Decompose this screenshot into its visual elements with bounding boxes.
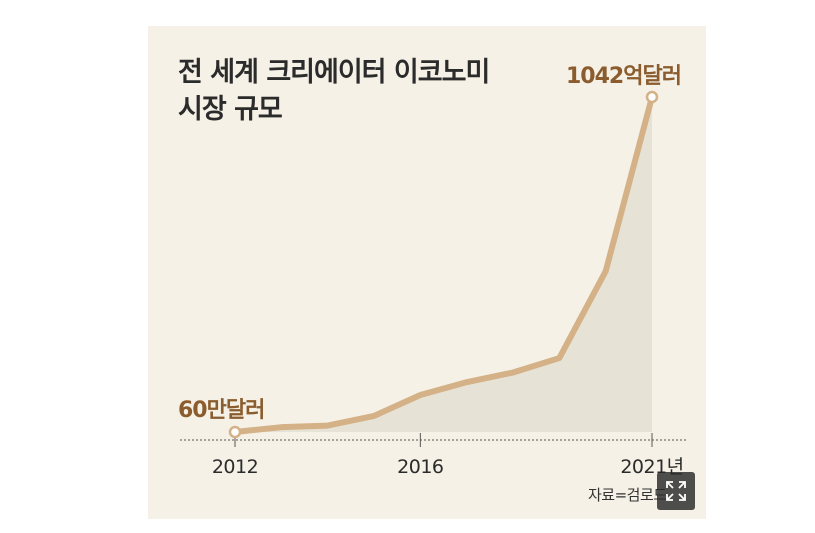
x-ticks: 2012 2016 2021년 xyxy=(212,433,684,478)
area-fill xyxy=(235,97,652,432)
expand-button[interactable] xyxy=(657,472,695,510)
end-value-label: 1042억달러 xyxy=(566,64,682,89)
chart-title-line-1: 전 세계 크리에이터 이코노미 xyxy=(178,57,490,88)
chart-title: 전 세계 크리에이터 이코노미 시장 규모 xyxy=(178,54,490,128)
series-points xyxy=(228,90,659,439)
x-tick-label: 2012 xyxy=(212,456,258,478)
x-tick-label: 2016 xyxy=(397,456,443,478)
start-point xyxy=(228,425,242,439)
end-point xyxy=(645,90,659,104)
expand-icon xyxy=(666,481,686,501)
chart-title-line-2: 시장 규모 xyxy=(178,94,283,125)
start-value-label: 60만달러 xyxy=(178,398,265,423)
series-line xyxy=(232,94,655,435)
source-note: 자료=검로드 xyxy=(588,486,667,504)
